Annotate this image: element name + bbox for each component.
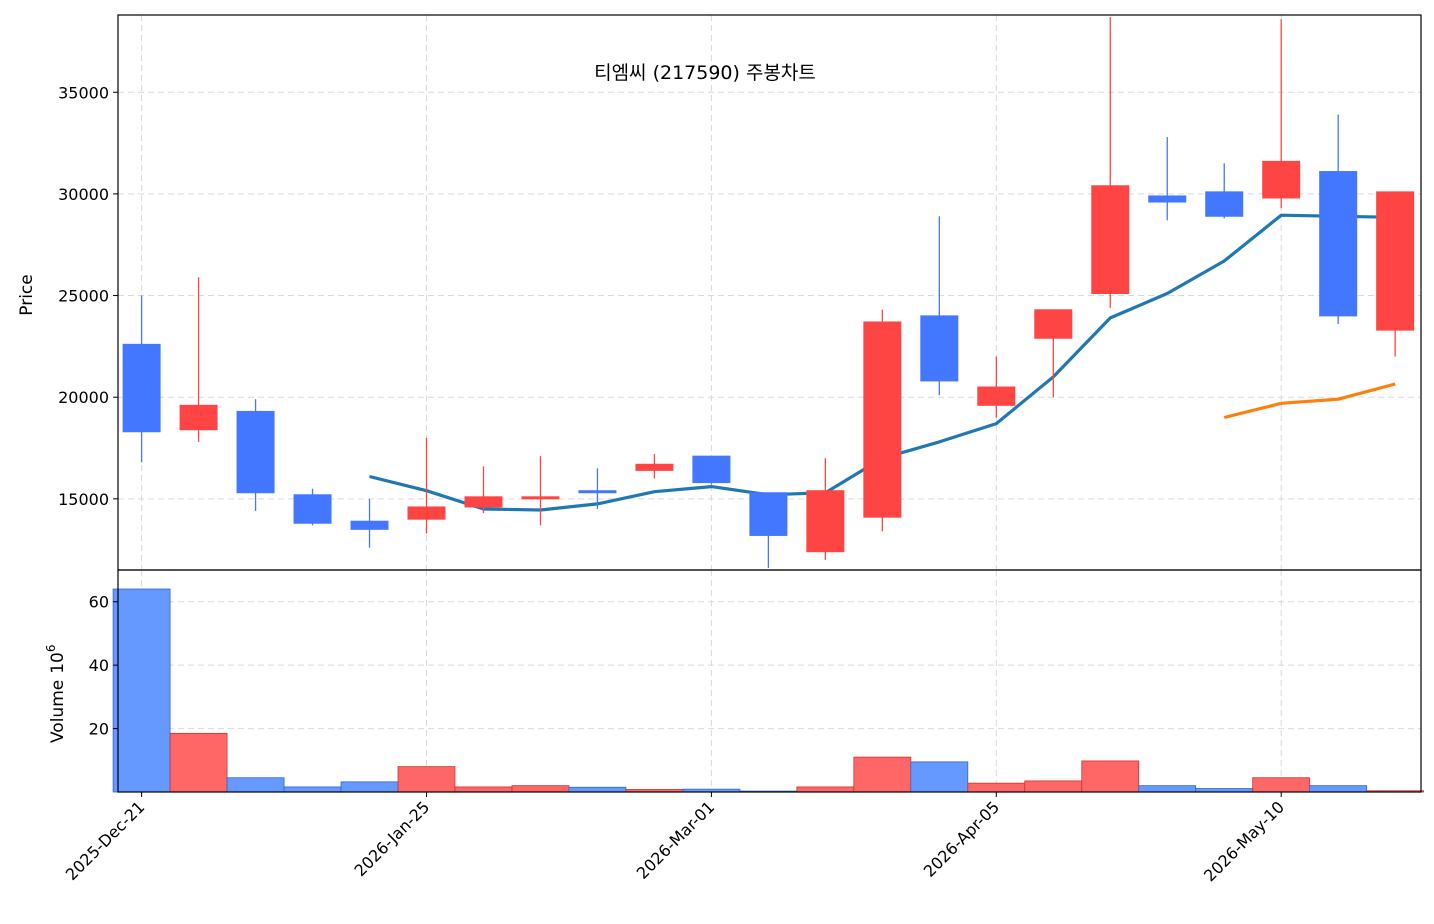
candle-body bbox=[1034, 309, 1073, 339]
volume-axis-label-text: Volume bbox=[48, 680, 68, 743]
candle-body bbox=[692, 455, 731, 484]
volume-bar bbox=[112, 588, 171, 793]
price-gridlines bbox=[118, 15, 1421, 570]
candle-body bbox=[122, 343, 161, 433]
volume-bar bbox=[1138, 785, 1197, 793]
volume-tick-label: 20 bbox=[89, 720, 109, 739]
price-axis-label: Price bbox=[17, 274, 37, 315]
volume-bar bbox=[1024, 780, 1083, 793]
x-tick-label: 2026-Mar-01 bbox=[633, 797, 718, 882]
volume-bar bbox=[910, 761, 969, 793]
candle-body bbox=[1319, 171, 1358, 317]
volume-bar bbox=[397, 766, 456, 793]
candle-body bbox=[179, 404, 218, 431]
candle-body bbox=[863, 321, 902, 518]
candle-body bbox=[920, 315, 959, 382]
volume-bar bbox=[967, 782, 1026, 793]
candle-body bbox=[1262, 160, 1301, 199]
volume-bar bbox=[226, 777, 285, 793]
candle-body bbox=[350, 520, 389, 530]
price-panel: 티엠씨 (217590) 주봉차트 15000 20000 25000 30000 35… bbox=[17, 14, 1422, 571]
candle-body bbox=[521, 496, 560, 500]
x-tick-label: 2026-Jan-25 bbox=[350, 797, 433, 880]
volume-bar bbox=[511, 785, 570, 793]
volume-bar bbox=[340, 781, 399, 793]
x-tick-label: 2026-Apr-05 bbox=[920, 797, 1003, 880]
volume-bar bbox=[568, 786, 627, 793]
volume-bar bbox=[1309, 785, 1368, 793]
candle-body bbox=[578, 490, 617, 494]
chart-title: 티엠씨 (217590) 주봉차트 bbox=[594, 62, 816, 84]
moving-average-line-2 bbox=[1223, 382, 1396, 420]
price-tick-label: 15000 bbox=[58, 490, 109, 509]
candle-body bbox=[1376, 191, 1415, 331]
volume-bar bbox=[1252, 777, 1311, 793]
candle-body bbox=[236, 410, 275, 494]
volume-gridlines bbox=[118, 570, 1421, 792]
candle-body bbox=[1091, 185, 1130, 295]
candle-body bbox=[635, 463, 674, 471]
volume-panel: 20 40 60 Volume 106 bbox=[44, 569, 1425, 793]
volume-axis-unit-base: 10 bbox=[48, 652, 68, 674]
volume-bar bbox=[796, 786, 855, 793]
volume-axis-unit-exponent: 6 bbox=[44, 644, 58, 652]
candle-body bbox=[806, 490, 845, 553]
volume-bar bbox=[1081, 760, 1140, 793]
candle-body bbox=[749, 492, 788, 536]
volume-y-axis-ticks: 20 40 60 bbox=[89, 593, 118, 739]
price-tick-label: 35000 bbox=[58, 83, 109, 102]
candle-body bbox=[1148, 195, 1187, 203]
candle-body bbox=[407, 506, 446, 520]
volume-bar bbox=[169, 732, 228, 793]
volume-bar bbox=[853, 756, 912, 793]
price-panel-frame bbox=[117, 14, 1422, 571]
price-tick-label: 20000 bbox=[58, 388, 109, 407]
price-tick-label: 30000 bbox=[58, 185, 109, 204]
volume-bar bbox=[283, 786, 342, 793]
volume-tick-label: 60 bbox=[89, 593, 109, 612]
volume-axis-label: Volume 106 bbox=[44, 644, 68, 743]
candle-body bbox=[1205, 191, 1244, 217]
volume-panel-frame bbox=[117, 569, 1422, 793]
candle-body bbox=[977, 386, 1016, 406]
volume-bar bbox=[454, 786, 513, 793]
candle-body bbox=[464, 496, 503, 508]
volume-tick-label: 40 bbox=[89, 656, 109, 675]
volume-bars bbox=[112, 588, 1425, 793]
x-tick-label: 2026-May-10 bbox=[1200, 797, 1288, 885]
price-tick-label: 25000 bbox=[58, 287, 109, 306]
x-tick-label: 2025-Dec-21 bbox=[62, 797, 149, 884]
price-y-axis-ticks: 15000 20000 25000 30000 35000 bbox=[58, 83, 118, 509]
x-axis-date-ticks: 2025-Dec-21 2026-Jan-25 2026-Mar-01 2026-Ap… bbox=[62, 792, 1288, 885]
price-candles bbox=[122, 17, 1415, 568]
candle-body bbox=[293, 494, 332, 524]
